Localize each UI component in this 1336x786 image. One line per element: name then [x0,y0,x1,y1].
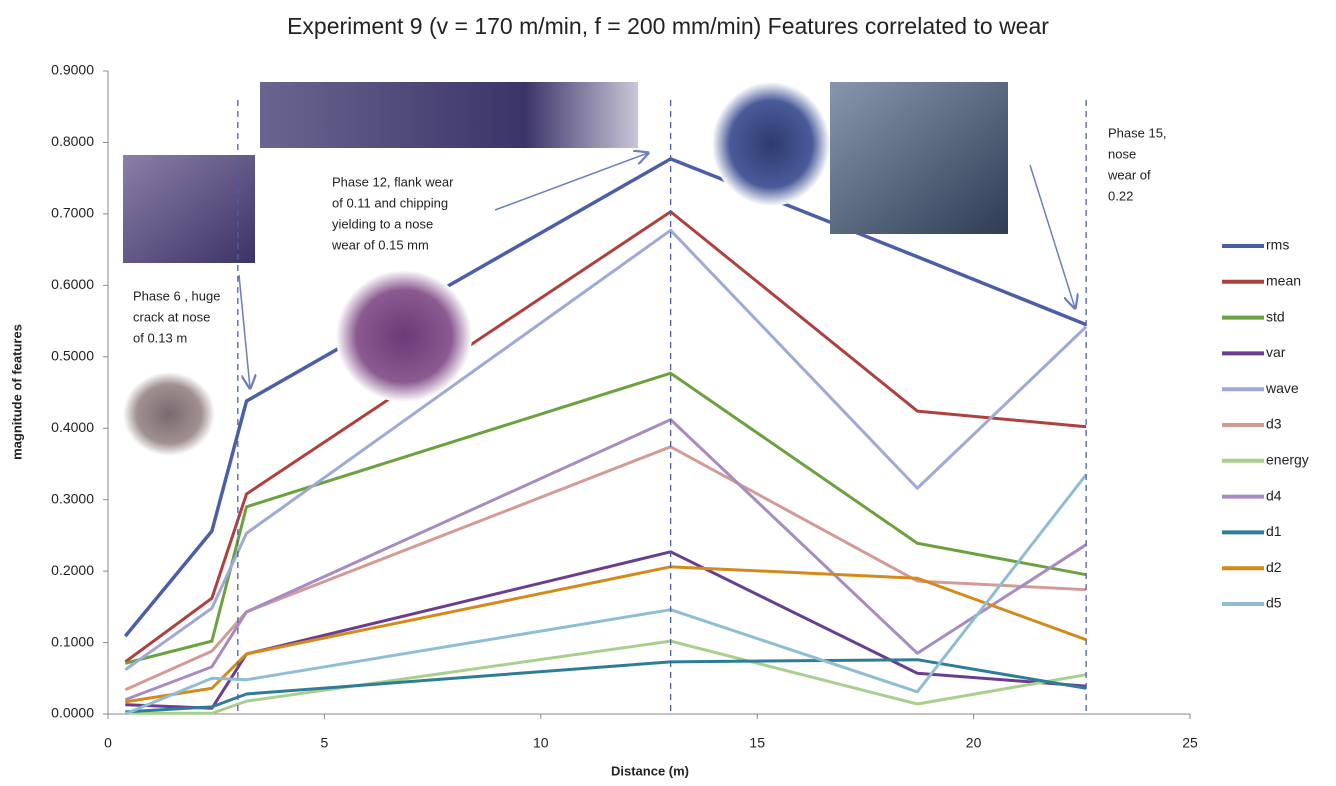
series-line [125,639,1087,715]
series-line [123,157,1087,638]
y-tick-label: 0.5000 [51,347,94,363]
annotation: Phase 6 , huge [133,288,220,303]
x-tick-label: 10 [533,735,549,751]
annotation: of 0.13 m [133,330,187,345]
x-tick-label: 0 [104,735,112,751]
arrow [494,153,648,211]
x-tick-label: 5 [321,735,329,751]
x-tick-label: 20 [966,735,982,751]
legend-label: d2 [1266,559,1282,575]
legend-label: std [1266,308,1285,324]
arrows [238,153,1075,388]
y-tick-label: 0.7000 [51,205,94,221]
y-tick-label: 0.0000 [51,705,94,721]
chart-title: Experiment 9 (v = 170 m/min, f = 200 mm/… [287,13,1049,39]
photos [123,82,1008,456]
photo [830,82,1008,234]
annotation: 0.22 [1108,188,1133,203]
annotation: Phase 15, [1108,125,1167,140]
y-axis-label: magnitude of features [9,324,24,460]
x-tick-label: 25 [1182,735,1198,751]
annotation: of 0.11 and chipping [332,195,448,210]
x-tick-label: 15 [749,735,765,751]
annotation: wear of [1107,167,1151,182]
series-line [125,550,1087,710]
photo [123,372,215,456]
series-line [124,473,1088,716]
series-line [124,371,1087,665]
legend-label: mean [1266,273,1301,289]
series-line [125,565,1087,704]
y-tick-label: 0.6000 [51,276,94,292]
legend-label: rms [1266,237,1289,253]
y-tick-label: 0.3000 [51,490,94,506]
legend-label: d1 [1266,523,1282,539]
plot [123,157,1088,716]
photo [260,82,638,148]
series-line [124,445,1087,692]
legend-label: var [1266,344,1286,360]
legend-label: d5 [1266,595,1282,611]
series-line [125,658,1087,714]
annotation: yielding to a nose [332,216,433,231]
series-line [124,228,1088,671]
y-tick-label: 0.9000 [51,62,94,78]
annotation: nose [1108,146,1136,161]
arrow [238,274,250,388]
arrow [1029,164,1075,308]
y-tick-label: 0.8000 [51,133,94,149]
legend-label: d4 [1266,487,1282,503]
y-tick-label: 0.1000 [51,633,94,649]
y-tick-label: 0.2000 [51,562,94,578]
series-line [124,418,1087,702]
legend-label: wave [1265,380,1299,396]
annotation: crack at nose [133,309,210,324]
series-line [124,210,1087,664]
annotation: Phase 12, flank wear [332,174,454,189]
legend-label: energy [1266,452,1309,468]
legend-label: d3 [1266,416,1282,432]
annotation: wear of 0.15 mm [331,237,429,252]
x-axis-label: Distance (m) [611,763,689,778]
y-tick-label: 0.4000 [51,419,94,435]
photo [123,155,255,263]
photo [712,82,830,206]
photo [336,270,472,402]
